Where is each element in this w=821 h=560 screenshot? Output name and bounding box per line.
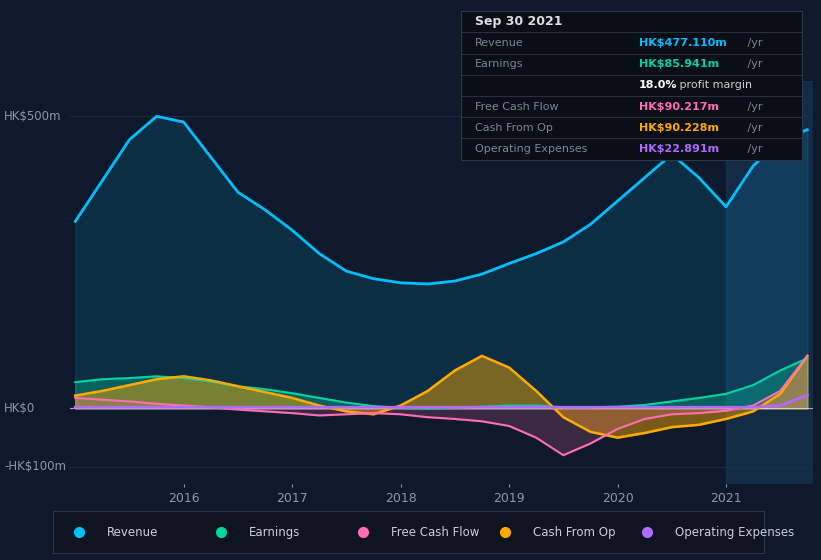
Text: HK$90.228m: HK$90.228m [639, 123, 718, 133]
Text: Operating Expenses: Operating Expenses [676, 526, 795, 539]
Text: Free Cash Flow: Free Cash Flow [392, 526, 479, 539]
Text: Operating Expenses: Operating Expenses [475, 144, 587, 154]
Text: Earnings: Earnings [475, 59, 524, 69]
Text: Revenue: Revenue [475, 38, 524, 48]
Text: HK$0: HK$0 [4, 402, 35, 415]
Text: Cash From Op: Cash From Op [534, 526, 616, 539]
Text: /yr: /yr [744, 38, 763, 48]
Bar [726, 81, 819, 484]
Text: /yr: /yr [744, 59, 763, 69]
Text: HK$85.941m: HK$85.941m [639, 59, 718, 69]
Text: HK$500m: HK$500m [4, 110, 62, 123]
Text: Revenue: Revenue [108, 526, 158, 539]
Text: HK$90.217m: HK$90.217m [639, 101, 718, 111]
Text: Earnings: Earnings [250, 526, 300, 539]
Text: /yr: /yr [744, 144, 763, 154]
Text: profit margin: profit margin [676, 81, 752, 90]
Text: /yr: /yr [744, 123, 763, 133]
Text: HK$22.891m: HK$22.891m [639, 144, 718, 154]
Text: -HK$100m: -HK$100m [4, 460, 67, 473]
Text: Free Cash Flow: Free Cash Flow [475, 101, 558, 111]
Text: /yr: /yr [744, 101, 763, 111]
Text: Cash From Op: Cash From Op [475, 123, 553, 133]
Text: Sep 30 2021: Sep 30 2021 [475, 15, 562, 29]
Text: HK$477.110m: HK$477.110m [639, 38, 727, 48]
Text: 18.0%: 18.0% [639, 81, 677, 90]
